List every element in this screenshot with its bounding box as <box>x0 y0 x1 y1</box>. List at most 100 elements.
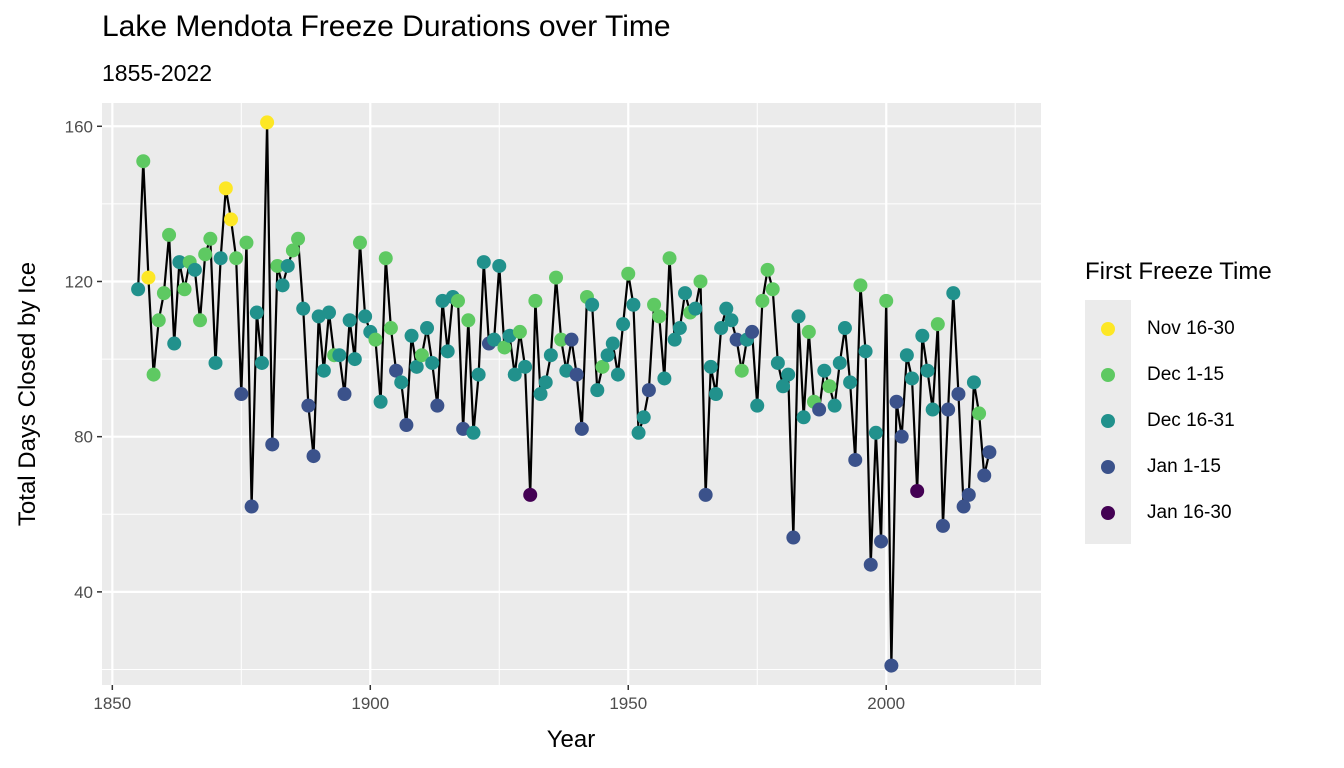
data-point-1883 <box>275 278 290 293</box>
data-point-1956 <box>652 309 667 324</box>
data-point-1902 <box>373 394 388 409</box>
chart-title: Lake Mendota Freeze Durations over Time <box>102 10 671 43</box>
data-point-1967 <box>708 387 723 401</box>
data-point-1910 <box>414 348 429 363</box>
legend-swatch <box>1101 368 1115 382</box>
data-point-1871 <box>213 251 228 266</box>
data-point-2000 <box>879 293 894 308</box>
data-point-1901 <box>368 332 383 347</box>
chart-subtitle: 1855-2022 <box>102 60 212 86</box>
legend-item: Dec 1-15 <box>1085 352 1344 398</box>
legend-item: Jan 16-30 <box>1085 490 1344 536</box>
legend-item: Dec 16-31 <box>1085 398 1344 444</box>
data-point-1878 <box>249 305 264 320</box>
data-point-1915 <box>440 344 455 359</box>
data-point-1856 <box>136 154 151 169</box>
data-point-1975 <box>750 398 765 413</box>
data-point-1879 <box>254 355 269 370</box>
data-point-2019 <box>977 468 992 483</box>
data-point-1950 <box>621 266 636 281</box>
legend-label: Dec 16-31 <box>1147 410 1235 431</box>
data-point-1968 <box>714 321 729 336</box>
data-point-1948 <box>610 367 625 382</box>
legend: First Freeze Time Nov 16-30 Dec 1-15 Dec 1… <box>1085 258 1272 544</box>
legend-item: Nov 16-30 <box>1085 306 1344 352</box>
x-tick-label-1: 1900 <box>351 694 389 713</box>
y-tick-label-1: 80 <box>74 428 93 447</box>
data-point-1859 <box>151 313 166 328</box>
grid-minor <box>102 103 1041 685</box>
data-point-1872 <box>218 181 233 196</box>
data-point-1874 <box>229 251 244 266</box>
data-point-1896 <box>342 313 357 328</box>
data-point-1925 <box>492 258 507 273</box>
data-point-1862 <box>167 336 182 351</box>
data-point-2003 <box>894 429 909 444</box>
x-axis: 1850 1900 1950 2000 <box>93 685 905 713</box>
data-point-1981 <box>781 367 796 382</box>
data-point-1940 <box>569 367 584 382</box>
data-point-1988 <box>817 363 832 378</box>
data-point-2020 <box>982 445 997 460</box>
data-point-1990 <box>827 398 842 413</box>
y-tick-label-0: 40 <box>74 583 93 602</box>
data-point-1926 <box>497 340 512 355</box>
data-point-1884 <box>280 258 295 273</box>
data-point-1928 <box>507 367 522 382</box>
data-point-1880 <box>260 115 275 130</box>
data-point-1863 <box>172 255 187 270</box>
data-point-1908 <box>404 328 419 343</box>
data-point-1919 <box>461 313 476 328</box>
data-point-1982 <box>786 530 801 545</box>
data-point-1959 <box>667 332 682 347</box>
data-point-1858 <box>146 367 161 382</box>
data-point-1867 <box>193 313 208 328</box>
data-point-1933 <box>533 387 548 401</box>
data-point-1895 <box>337 387 352 401</box>
data-point-1930 <box>518 359 533 374</box>
data-point-1965 <box>698 487 713 502</box>
data-point-1885 <box>285 243 300 258</box>
data-point-1985 <box>801 324 816 339</box>
data-point-1913 <box>430 398 445 413</box>
data-point-1937 <box>554 332 569 347</box>
y-tick-label-2: 120 <box>65 272 93 291</box>
data-point-1866 <box>187 262 202 277</box>
data-point-1931 <box>523 487 538 502</box>
data-point-1943 <box>585 297 600 312</box>
data-point-1903 <box>378 251 393 266</box>
data-point-1995 <box>853 278 868 293</box>
data-point-1936 <box>549 270 564 285</box>
data-point-2007 <box>915 328 930 343</box>
data-point-1957 <box>657 371 672 386</box>
data-point-1944 <box>590 383 605 398</box>
data-point-1963 <box>688 301 703 316</box>
data-point-1907 <box>399 418 414 433</box>
data-point-1876 <box>239 235 254 250</box>
data-point-1951 <box>626 297 641 312</box>
data-point-1888 <box>301 398 316 413</box>
y-axis-title: Total Days Closed by Ice <box>14 262 41 526</box>
data-point-1996 <box>858 344 873 359</box>
data-point-2001 <box>884 658 899 673</box>
data-point-1898 <box>352 235 367 250</box>
x-axis-title: Year <box>547 726 596 753</box>
data-point-1935 <box>543 348 558 363</box>
data-point-1899 <box>358 309 373 324</box>
data-point-1934 <box>538 375 553 390</box>
data-point-1983 <box>791 309 806 324</box>
data-point-1953 <box>636 410 651 425</box>
data-point-1857 <box>141 270 156 285</box>
data-point-1966 <box>703 359 718 374</box>
data-point-1860 <box>156 286 171 301</box>
data-point-1920 <box>466 425 481 440</box>
legend-swatch <box>1101 414 1115 428</box>
x-tick-label-3: 2000 <box>867 694 905 713</box>
data-point-1921 <box>471 367 486 382</box>
data-point-1917 <box>450 293 465 308</box>
data-point-1868 <box>198 247 213 262</box>
data-point-1945 <box>595 359 610 374</box>
data-point-1946 <box>600 348 615 363</box>
data-point-1994 <box>848 452 863 467</box>
legend-label: Jan 1-15 <box>1147 456 1221 477</box>
